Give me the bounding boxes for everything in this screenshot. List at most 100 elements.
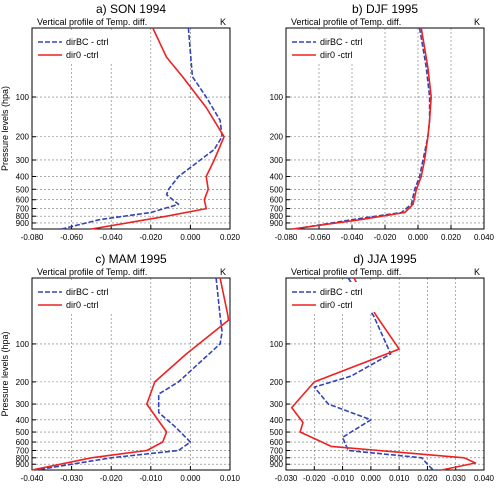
x-tick-label: -0.040 xyxy=(100,233,123,242)
y-tick-label: 200 xyxy=(270,378,284,387)
y-tick-label: 300 xyxy=(270,156,284,165)
y-tick-label: 300 xyxy=(270,400,284,409)
x-tick-label: 0.010 xyxy=(389,474,410,483)
x-tick-label: -0.040 xyxy=(21,474,44,483)
y-tick-label: 200 xyxy=(270,133,284,142)
legend-label: dirBC - ctrl xyxy=(320,37,363,47)
panel-subtitle: Vertical profile of Temp. diff. xyxy=(291,17,401,27)
legend-box xyxy=(35,282,121,312)
x-tick-label: -0.080 xyxy=(275,233,298,242)
legend-box xyxy=(289,282,375,312)
series-line-1 xyxy=(91,27,225,230)
x-tick-label: -0.030 xyxy=(60,474,83,483)
x-tick-label: 0.010 xyxy=(220,474,241,483)
y-tick-label: 100 xyxy=(16,340,30,349)
x-tick-label: 0.000 xyxy=(180,233,201,242)
y-tick-label: 500 xyxy=(270,428,284,437)
unit-label: K xyxy=(220,267,226,277)
y-axis-title: Pressure levels (hpa) xyxy=(0,331,10,416)
legend-label: dirBC - ctrl xyxy=(66,287,109,297)
legend-label: dir0 -ctrl xyxy=(66,50,99,60)
legend: dirBC - ctrl dir0 -ctrl xyxy=(289,282,375,312)
y-tick-label: 300 xyxy=(16,156,30,165)
series-line-0 xyxy=(61,27,223,230)
x-tick-label: 0.020 xyxy=(441,233,462,242)
y-tick-label: 200 xyxy=(16,133,30,142)
legend-box xyxy=(289,32,375,62)
x-tick-label: 0.030 xyxy=(446,474,467,483)
y-tick-label: 600 xyxy=(16,196,30,205)
series-line-1 xyxy=(31,277,230,471)
legend: dirBC - ctrl dir0 -ctrl xyxy=(35,282,121,312)
plot-frame xyxy=(31,277,231,471)
y-tick-label: 400 xyxy=(16,416,30,425)
y-tick-label: 400 xyxy=(270,416,284,425)
panel-subtitle: Vertical profile of Temp. diff. xyxy=(291,267,401,277)
x-tick-label: -0.060 xyxy=(60,233,83,242)
x-tick-label: 0.020 xyxy=(417,474,438,483)
y-tick-label: 800 xyxy=(16,454,30,463)
x-tick-label: -0.020 xyxy=(100,474,123,483)
y-tick-label: 300 xyxy=(16,400,30,409)
y-tick-label: 600 xyxy=(270,196,284,205)
y-tick-label: 500 xyxy=(270,185,284,194)
y-tick-label: 700 xyxy=(16,446,30,455)
legend: dirBC - ctrl dir0 -ctrl xyxy=(35,32,121,62)
x-tick-label: 0.000 xyxy=(180,474,201,483)
x-tick-label: -0.060 xyxy=(308,233,331,242)
legend-label: dirBC - ctrl xyxy=(320,287,363,297)
y-tick-label: 700 xyxy=(16,205,30,214)
y-axis-title: Pressure levels (hpa) xyxy=(0,86,10,171)
y-tick-label: 900 xyxy=(270,460,284,469)
unit-label: K xyxy=(220,17,226,27)
y-tick-label: 900 xyxy=(16,219,30,228)
legend-box xyxy=(35,32,121,62)
y-tick-label: 800 xyxy=(16,212,30,221)
legend: dirBC - ctrl dir0 -ctrl xyxy=(289,32,375,62)
y-tick-label: 600 xyxy=(16,438,30,447)
y-tick-label: 400 xyxy=(16,172,30,181)
unit-label: K xyxy=(474,17,480,27)
plot-frame xyxy=(285,277,485,471)
x-tick-label: 0.040 xyxy=(474,233,495,242)
legend-label: dir0 -ctrl xyxy=(66,300,99,310)
y-tick-label: 700 xyxy=(270,446,284,455)
y-tick-label: 700 xyxy=(270,205,284,214)
series-line-1 xyxy=(290,277,477,471)
legend-label: dir0 -ctrl xyxy=(320,50,353,60)
y-tick-label: 800 xyxy=(270,454,284,463)
y-tick-label: 800 xyxy=(270,212,284,221)
y-tick-label: 400 xyxy=(270,172,284,181)
panel-title: c) MAM 1995 xyxy=(95,252,167,266)
legend-label: dirBC - ctrl xyxy=(66,37,109,47)
x-tick-label: 0.000 xyxy=(361,474,382,483)
series-line-0 xyxy=(35,277,223,471)
y-tick-label: 500 xyxy=(16,185,30,194)
x-tick-label: -0.010 xyxy=(139,474,162,483)
series-line-0 xyxy=(313,277,434,471)
x-tick-label: -0.020 xyxy=(374,233,397,242)
unit-label: K xyxy=(474,267,480,277)
x-tick-label: 0.020 xyxy=(220,233,241,242)
panel-title: d) JJA 1995 xyxy=(353,252,417,266)
panel-subtitle: Vertical profile of Temp. diff. xyxy=(37,267,147,277)
x-tick-label: -0.020 xyxy=(303,474,326,483)
x-tick-label: -0.080 xyxy=(21,233,44,242)
y-tick-label: 100 xyxy=(270,93,284,102)
legend-label: dir0 -ctrl xyxy=(320,300,353,310)
x-tick-label: 0.000 xyxy=(408,233,429,242)
x-tick-label: -0.010 xyxy=(331,474,354,483)
y-tick-label: 500 xyxy=(16,428,30,437)
panel-title: a) SON 1994 xyxy=(96,2,166,16)
panel-title: b) DJF 1995 xyxy=(352,2,418,16)
x-tick-label: 0.040 xyxy=(474,474,495,483)
x-tick-label: -0.030 xyxy=(275,474,298,483)
x-tick-label: -0.040 xyxy=(341,233,364,242)
y-tick-label: 900 xyxy=(16,460,30,469)
y-tick-label: 100 xyxy=(270,340,284,349)
